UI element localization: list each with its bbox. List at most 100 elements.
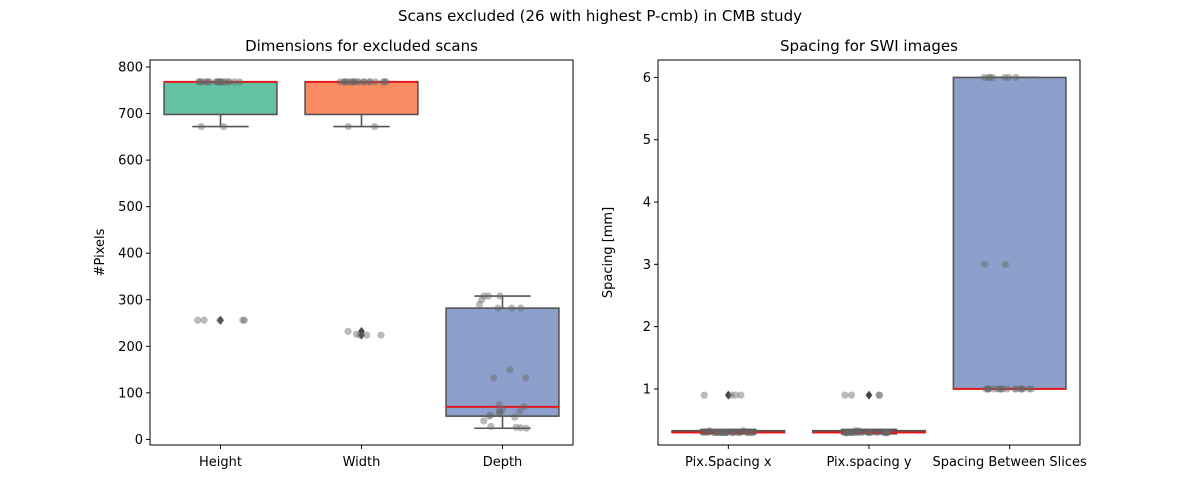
data-point <box>341 78 349 86</box>
data-point <box>721 428 729 437</box>
data-point <box>1018 385 1026 393</box>
data-point <box>231 78 239 86</box>
y-tick-label: 0 <box>135 433 143 448</box>
data-point <box>1004 73 1013 82</box>
data-point <box>854 428 862 437</box>
y-tick-label: 500 <box>118 200 143 215</box>
data-point <box>512 423 520 431</box>
data-point <box>727 391 735 399</box>
data-point <box>719 428 727 437</box>
data-point <box>700 391 708 399</box>
data-point <box>1003 385 1011 393</box>
data-point <box>517 424 525 432</box>
data-point <box>841 428 850 437</box>
data-point <box>703 428 712 437</box>
data-point <box>371 122 379 131</box>
data-point <box>349 78 357 86</box>
data-point <box>729 428 737 437</box>
data-point <box>478 296 486 304</box>
data-point <box>981 260 989 268</box>
data-point <box>712 428 721 437</box>
y-tick-label: 3 <box>643 258 651 273</box>
data-point <box>997 385 1006 393</box>
data-point <box>382 78 390 86</box>
data-point <box>873 428 881 437</box>
data-point <box>344 122 352 131</box>
data-point <box>722 428 730 437</box>
data-point <box>212 78 220 86</box>
data-point <box>1012 73 1020 82</box>
x-tick-label: Pix.spacing y <box>826 455 911 470</box>
y-tick-label: 5 <box>643 133 651 148</box>
data-point <box>217 78 225 86</box>
data-point <box>199 78 207 86</box>
data-point <box>717 428 725 437</box>
data-point <box>855 427 863 435</box>
data-point <box>882 428 890 437</box>
box-body <box>304 81 419 116</box>
data-point <box>340 78 348 86</box>
data-point <box>352 330 361 338</box>
data-point <box>982 385 990 393</box>
data-point <box>851 428 859 437</box>
data-point <box>875 391 883 399</box>
data-point <box>355 78 363 86</box>
data-point <box>847 391 856 399</box>
data-point <box>865 428 873 437</box>
data-point <box>381 78 389 86</box>
data-point <box>214 78 222 86</box>
y-tick-label: 400 <box>118 247 143 262</box>
data-point <box>984 385 993 393</box>
data-point <box>1019 385 1027 393</box>
data-point <box>984 385 992 393</box>
data-point <box>717 428 725 437</box>
data-point <box>200 316 208 324</box>
x-tick-label: Height <box>199 455 242 470</box>
data-point <box>715 428 724 437</box>
data-point <box>520 403 528 411</box>
data-point <box>851 427 859 435</box>
data-point <box>1011 385 1019 393</box>
data-point <box>848 428 856 437</box>
data-point <box>236 78 244 86</box>
y-tick-label: 700 <box>118 107 143 122</box>
data-point <box>1025 385 1033 393</box>
box-body <box>952 76 1067 390</box>
data-point <box>494 304 502 312</box>
x-tick-label: Pix.Spacing x <box>685 455 772 470</box>
data-point <box>219 78 228 86</box>
data-point <box>486 411 495 419</box>
data-point <box>239 316 247 324</box>
chart-panel-1: Dimensions for excluded scans #Pixels 0 100… <box>93 37 574 470</box>
data-point <box>517 304 525 312</box>
data-point <box>344 78 352 86</box>
data-point <box>379 78 387 86</box>
y-axis-label: Spacing [mm] <box>601 207 616 298</box>
data-point <box>846 428 855 437</box>
data-point <box>475 300 484 309</box>
data-point <box>990 385 998 393</box>
data-point <box>731 391 740 399</box>
y-tick-label: 600 <box>118 154 143 169</box>
data-point <box>736 428 744 437</box>
data-point <box>356 331 364 339</box>
data-point <box>996 385 1004 393</box>
data-point <box>484 292 493 300</box>
data-point <box>522 424 530 432</box>
y-tick-label: 4 <box>643 196 651 211</box>
data-point <box>197 122 205 131</box>
data-point <box>734 428 742 437</box>
data-point <box>1001 260 1009 268</box>
box-height <box>163 80 278 325</box>
data-point <box>490 374 498 382</box>
data-point <box>841 391 849 399</box>
data-point <box>371 78 379 86</box>
data-point <box>985 73 993 82</box>
data-point <box>225 78 233 86</box>
data-point <box>344 327 352 336</box>
data-point <box>495 400 503 409</box>
data-point <box>858 428 866 437</box>
data-point <box>480 292 488 300</box>
data-point <box>1027 385 1036 393</box>
